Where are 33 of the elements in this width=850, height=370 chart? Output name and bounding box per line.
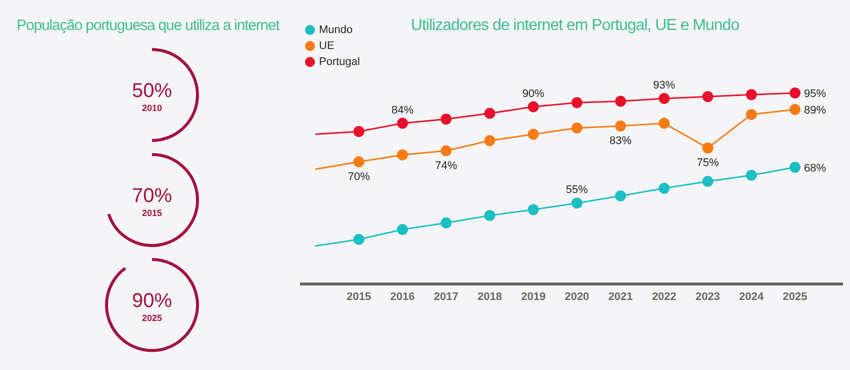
data-label: 74%	[435, 160, 458, 172]
x-tick-label: 2022	[652, 290, 676, 303]
x-tick-label: 2017	[434, 290, 458, 303]
data-label: 55%	[566, 184, 588, 196]
data-label: 84%	[391, 104, 414, 116]
data-label: 68%	[804, 162, 826, 174]
x-tick-label: 2025	[782, 290, 808, 303]
x-tick-label: 2024	[739, 290, 765, 303]
category-label: 2010	[142, 103, 162, 113]
data-label: 95%	[804, 88, 826, 100]
x-tick-label: 2015	[346, 290, 372, 303]
data-label: 75%	[696, 157, 720, 170]
data-label: 70%	[348, 170, 370, 183]
legend-label: Mundo	[319, 24, 353, 36]
data-label: 90%	[132, 290, 172, 312]
data-label: 89%	[804, 104, 826, 117]
x-tick-label: 2023	[696, 290, 720, 303]
legend-label: Portugal	[319, 56, 360, 68]
legend-label: UE	[319, 40, 334, 52]
category-label: 2025	[142, 313, 162, 323]
x-tick-label: 2016	[390, 290, 415, 303]
x-tick-label: 2019	[521, 290, 546, 303]
x-tick-label: 2021	[608, 290, 633, 303]
chart-title: Utilizadores de internet em Portugal, UE e Mundo	[410, 17, 740, 34]
data-label: 90%	[522, 88, 545, 100]
x-tick-label: 2020	[564, 290, 590, 303]
data-label: 83%	[610, 135, 632, 148]
data-label: 50%	[132, 80, 172, 102]
x-tick-label: 2018	[477, 290, 502, 303]
data-label: 93%	[653, 80, 676, 92]
text: População portuguesa que utiliza a internet	[16, 17, 281, 34]
category-label: 2015	[142, 208, 162, 218]
data-label: 70%	[132, 185, 172, 207]
